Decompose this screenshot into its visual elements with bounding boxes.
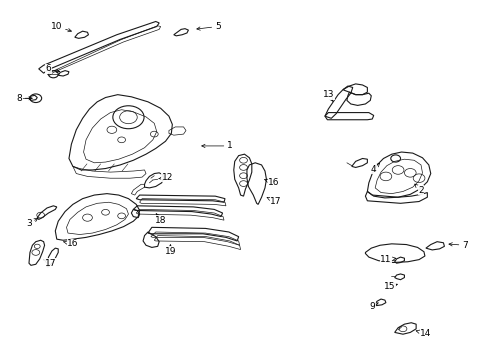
Text: 1: 1 xyxy=(202,141,232,150)
Text: 2: 2 xyxy=(414,184,423,194)
Text: 4: 4 xyxy=(370,163,379,174)
Text: 3: 3 xyxy=(26,219,38,228)
Text: 7: 7 xyxy=(448,241,467,250)
Text: 14: 14 xyxy=(415,329,431,338)
Text: 11: 11 xyxy=(379,255,395,264)
Text: 15: 15 xyxy=(383,282,397,291)
Text: 18: 18 xyxy=(155,213,166,225)
Text: 8: 8 xyxy=(16,94,32,103)
Text: 19: 19 xyxy=(164,244,176,256)
Text: 6: 6 xyxy=(45,64,60,73)
Text: 9: 9 xyxy=(368,302,377,311)
Text: 10: 10 xyxy=(51,22,71,32)
Text: 12: 12 xyxy=(158,173,173,182)
Text: 17: 17 xyxy=(44,259,56,268)
Text: 5: 5 xyxy=(197,22,220,31)
Text: 17: 17 xyxy=(266,197,282,206)
Text: 16: 16 xyxy=(63,239,79,248)
Text: 13: 13 xyxy=(322,90,333,101)
Text: 16: 16 xyxy=(264,178,279,187)
